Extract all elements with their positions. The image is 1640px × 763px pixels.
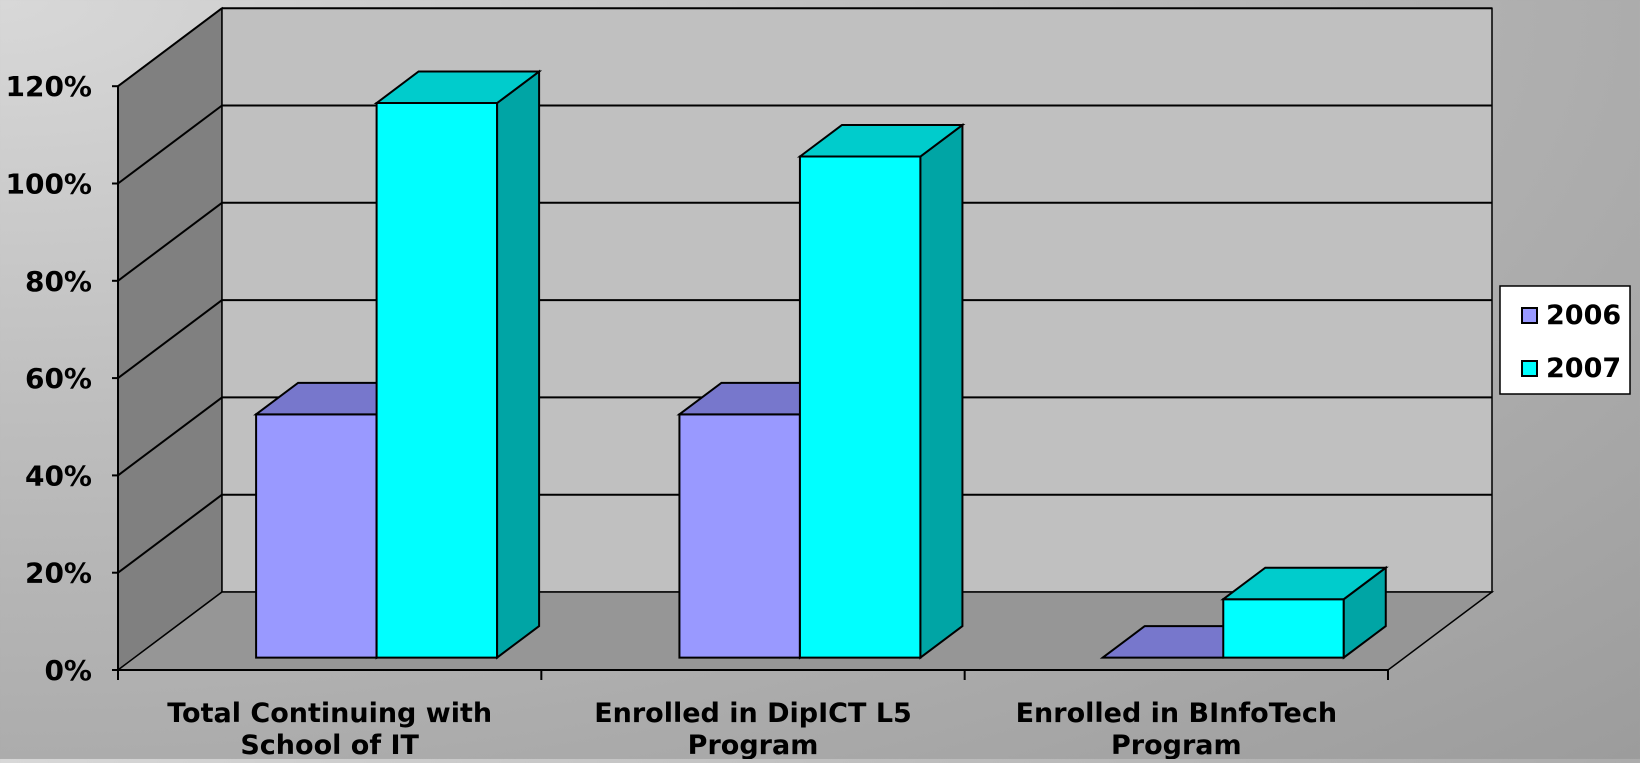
y-tick-label: 100% [5,168,92,201]
legend-label-2006: 2006 [1546,300,1621,331]
legend-swatch-2006 [1521,307,1538,324]
gridline-side [117,202,223,282]
x-tick-label: Enrolled in BInfoTech Program [1016,698,1337,759]
gridline-side [117,396,223,477]
bar-2007-front [798,155,922,659]
y-tick-label: 120% [5,70,92,103]
bar-2007-side [496,69,541,660]
gridline-side [117,104,223,185]
legend-label-2007: 2007 [1546,353,1621,384]
y-tick-label: 20% [25,557,92,590]
y-tick-label: 40% [25,459,92,492]
bar-2007-top [796,124,966,158]
y-tick-label: 0% [44,654,92,687]
gridline-side [117,299,223,379]
bar-2007-side [919,123,964,660]
bar-2006-front [255,413,378,659]
legend-swatch-2007 [1521,360,1538,377]
bar-2006-front [678,413,801,659]
bar-2007-top [1220,566,1389,601]
bar-2007-top [373,70,543,104]
y-tick-label: 80% [25,265,92,298]
x-tick-label: Enrolled in DipICT L5 Program [594,698,912,759]
bar-2007-front [375,101,499,659]
y-tick-label: 60% [25,362,92,395]
gridline-side [117,493,223,574]
gridline-side [117,7,223,87]
bar-2007-front [1222,598,1345,659]
x-tick-label: Total Continuing with School of IT [167,698,492,759]
